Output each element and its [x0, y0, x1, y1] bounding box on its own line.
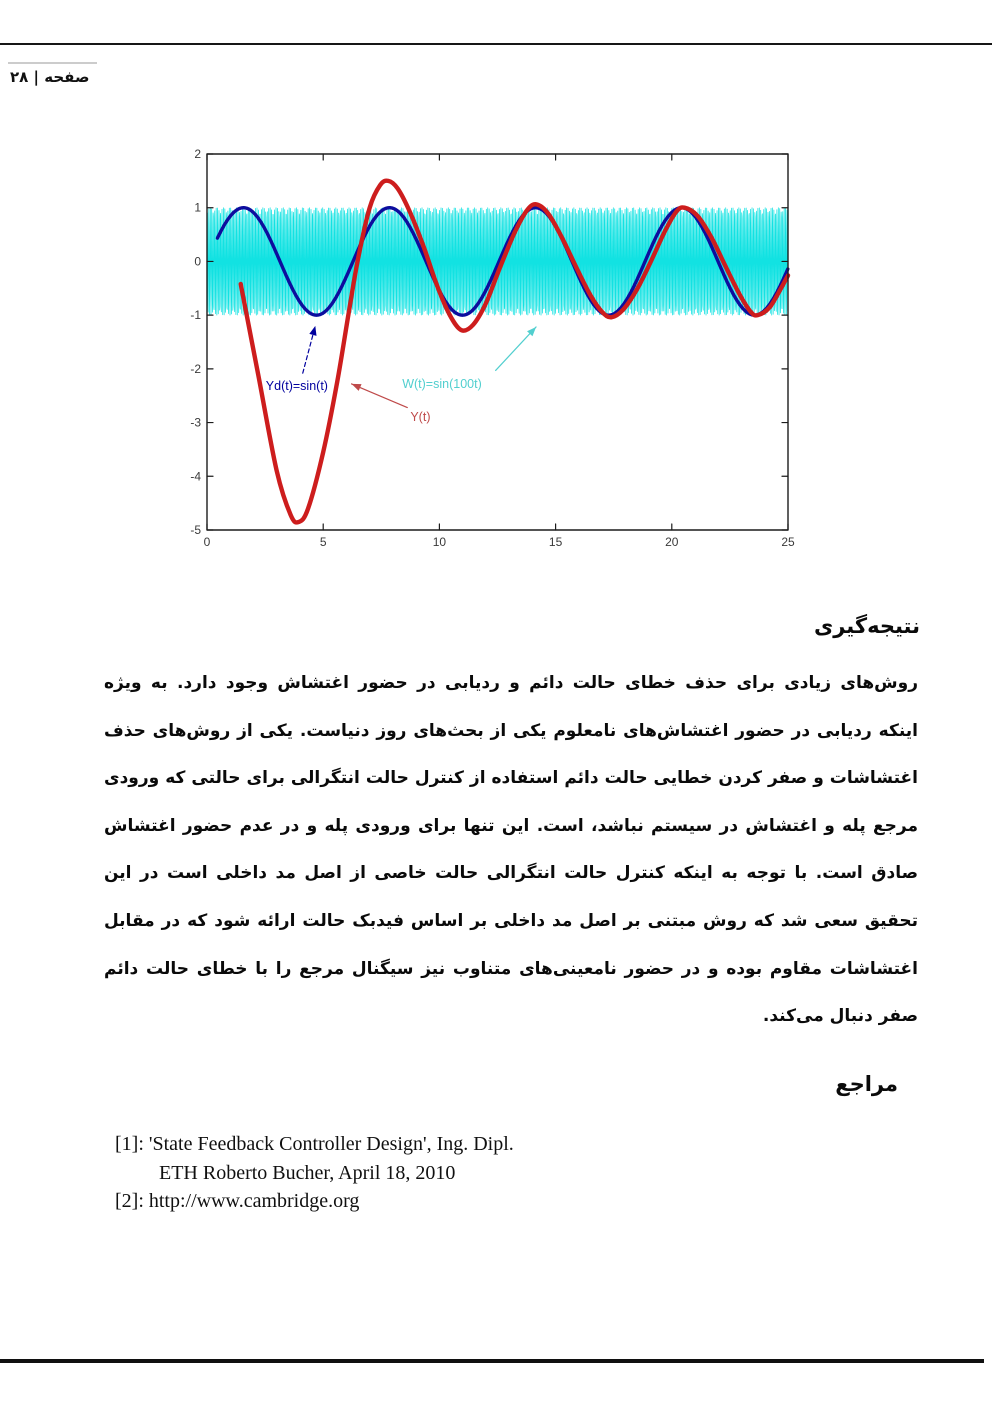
matlab-plot-canvas	[180, 140, 800, 560]
header-rule	[0, 43, 992, 45]
paragraph-line: اینکه ردیابی در حضور اغتشاش‌های نامعلوم …	[104, 720, 918, 741]
reference-item-continued: ETH Roberto Bucher, April 18, 2010	[159, 1161, 456, 1184]
conclusion-paragraph: روش‌های زیادی برای حذف خطای حالت دائم و …	[104, 660, 918, 1041]
page-number-label: صفحه | ۲۸	[10, 68, 90, 86]
references-list: [1]: 'State Feedback Controller Design',…	[115, 1130, 735, 1216]
simulation-figure	[180, 140, 800, 560]
conclusion-heading: نتیجه‌گیری	[814, 614, 920, 638]
paragraph-line: تحقیق سعی شد که روش مبتنی بر اصل مد داخل…	[104, 910, 918, 931]
header-accent-line	[8, 62, 97, 64]
paragraph-line: صادق است. با توجه به اینکه کنترل حالت ان…	[104, 863, 918, 884]
paragraph-line: صفر دنبال می‌کند.	[762, 1006, 918, 1027]
paragraph-line: مرجع پله و اغتشاش در سیستم نباشد، است. ا…	[104, 815, 918, 836]
footer-rule	[0, 1359, 984, 1363]
reference-item: [2]: http://www.cambridge.org	[115, 1190, 360, 1212]
paragraph-line: روش‌های زیادی برای حذف خطای حالت دائم و …	[104, 673, 918, 693]
paragraph-line: اغتشاشات و صفر کردن خطایی حالت دائم استف…	[104, 768, 918, 789]
paragraph-line: اغتشاشات مقاوم بوده و در حضور نامعینی‌ها…	[104, 958, 918, 979]
reference-item: [1]: 'State Feedback Controller Design',…	[115, 1133, 514, 1155]
references-heading: مراجع	[835, 1072, 898, 1096]
